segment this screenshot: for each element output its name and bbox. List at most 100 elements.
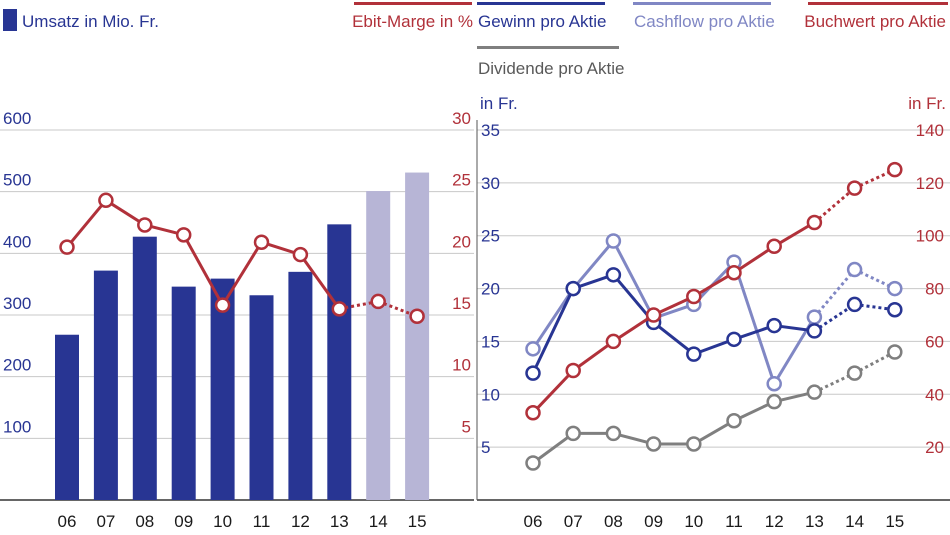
left-axis-tick-label: 200: [3, 356, 31, 375]
cashflow-line-segment: [732, 261, 776, 385]
x-tick-label: 06: [58, 512, 77, 531]
buchwert-point: [645, 307, 662, 323]
dividende-point: [726, 412, 742, 429]
legend-label-ebit: Ebit-Marge in %: [352, 12, 473, 31]
x-tick-label: 10: [213, 512, 232, 531]
left-chart-bars: [55, 172, 430, 501]
gewinn-point: [565, 280, 581, 297]
umsatz-bar: [405, 172, 430, 501]
right-chart-left-axis-tick-label: 15: [481, 332, 500, 351]
right-chart-right-axis-tick-label: 140: [916, 121, 944, 140]
cashflow-point: [806, 309, 823, 325]
umsatz-bar: [249, 295, 274, 500]
buchwert-point: [766, 238, 782, 255]
legend-label-umsatz: Umsatz in Mio. Fr.: [22, 12, 159, 31]
legend-line-gewinn: [477, 2, 605, 5]
legend-line-dividende: [477, 46, 619, 49]
buchwert-line-segment: [813, 187, 856, 224]
left-axis-unit-label: in Fr.: [480, 94, 518, 113]
right-chart-x-tick-label: 07: [564, 512, 583, 531]
left-axis-tick-label: 500: [3, 171, 31, 190]
cashflow-point: [605, 233, 622, 249]
ebit-point: [253, 234, 270, 250]
right-axis-tick-label: 10: [452, 356, 471, 375]
right-chart-tick-labels: 5 10 15 20 25 30 35 20 40 60 80 100 120 140 06 07 08 09 10…: [481, 121, 944, 531]
dividende-point: [766, 393, 782, 410]
gewinn-point: [525, 365, 541, 381]
buchwert-point: [605, 333, 622, 350]
dividende-point: [645, 436, 662, 452]
right-axis-tick-label: 30: [452, 109, 471, 128]
dividende-line-segment: [532, 432, 575, 465]
left-axis-tick-label: 600: [3, 109, 31, 128]
right-axis-tick-label: 5: [462, 417, 471, 436]
right-chart-left-axis-tick-label: 5: [481, 438, 490, 457]
legend-line-cashflow: [633, 2, 771, 5]
dividende-point: [525, 455, 541, 471]
right-chart-left-axis-tick-label: 20: [481, 280, 500, 299]
right-chart-x-tick-label: 14: [845, 512, 864, 531]
right-axis-tick-label: 25: [452, 171, 471, 190]
legend-swatch-umsatz: [3, 9, 17, 31]
x-tick-label: 14: [369, 512, 388, 531]
x-tick-label: 13: [330, 512, 349, 531]
dividende-point: [686, 436, 702, 452]
cashflow-line-segment: [531, 287, 575, 350]
right-chart-right-axis-tick-label: 20: [925, 438, 944, 457]
x-tick-label: 07: [96, 512, 115, 531]
ebit-point: [214, 297, 231, 313]
cashflow-line-segment: [813, 268, 856, 319]
right-chart-right-axis-tick-label: 120: [916, 174, 944, 193]
dividende-point: [806, 384, 823, 400]
right-axis-tick-label: 20: [452, 232, 471, 251]
cashflow-point: [766, 375, 782, 392]
legend-line-buchwert: [808, 2, 948, 5]
right-chart: 5 10 15 20 25 30 35 20 40 60 80 100 120 140 06 07 08 09 10…: [476, 2, 950, 531]
ebit-point: [370, 293, 386, 310]
left-chart: 100 200 300 400 500 600 5 10 15 20 25 30 06 07 08 09 10 1…: [0, 2, 474, 531]
legend-label-cashflow: Cashflow pro Aktie: [634, 12, 775, 31]
right-chart-left-axis-tick-label: 10: [481, 385, 500, 404]
ebit-point: [59, 239, 75, 255]
buchwert-point: [686, 288, 702, 305]
cashflow-point: [846, 261, 863, 278]
x-tick-label: 09: [174, 512, 193, 531]
dividende-point: [887, 344, 903, 360]
right-chart-left-axis-tick-label: 25: [481, 227, 500, 246]
buchwert-line-segment: [531, 369, 575, 414]
dividende-point: [605, 425, 622, 442]
buchwert-line-segment: [693, 271, 735, 298]
ebit-point: [175, 227, 192, 243]
gewinn-line-segment: [531, 287, 575, 374]
left-chart-ebit-line: [59, 192, 425, 324]
legend-label-dividende: Dividende pro Aktie: [478, 59, 624, 78]
buchwert-line-segment: [733, 245, 776, 274]
x-tick-label: 15: [408, 512, 427, 531]
gewinn-point: [806, 323, 823, 339]
ebit-line-segment: [221, 241, 263, 306]
umsatz-bar: [327, 224, 352, 500]
left-chart-tick-labels: 100 200 300 400 500 600 5 10 15 20 25 30 06 07 08 09 10 1…: [3, 109, 471, 531]
legend-label-gewinn: Gewinn pro Aktie: [478, 12, 607, 31]
buchwert-point: [726, 264, 742, 281]
right-chart-x-tick-label: 09: [644, 512, 663, 531]
buchwert-point: [806, 214, 823, 231]
umsatz-bar: [132, 236, 157, 500]
left-axis-tick-label: 300: [3, 294, 31, 313]
cashflow-line-segment: [612, 240, 655, 319]
buchwert-point: [846, 180, 863, 196]
ebit-line-segment: [182, 234, 224, 306]
right-chart-x-tick-label: 08: [604, 512, 623, 531]
dividende-point: [565, 425, 581, 442]
buchwert-point: [887, 161, 903, 178]
ebit-point: [292, 246, 309, 263]
ebit-point: [137, 217, 153, 233]
left-axis-tick-label: 400: [3, 232, 31, 251]
gewinn-line-segment: [652, 321, 695, 356]
buchwert-line-segment: [773, 221, 816, 248]
left-axis-tick-label: 100: [3, 417, 31, 436]
right-chart-right-axis-tick-label: 80: [925, 280, 944, 299]
right-chart-x-tick-label: 13: [805, 512, 824, 531]
dividende-point: [846, 365, 863, 381]
